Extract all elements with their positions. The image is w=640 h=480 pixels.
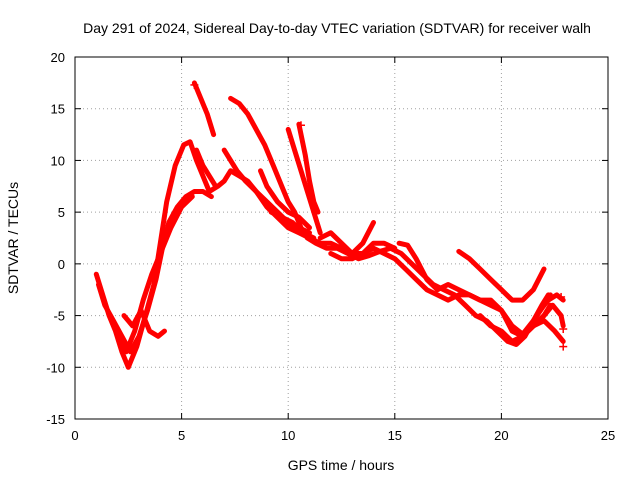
data-series [93, 80, 568, 370]
x-tick-label: 10 [281, 428, 295, 443]
y-tick-label: -15 [46, 412, 65, 427]
series-sat-j [296, 121, 321, 215]
plus-marker [557, 292, 566, 301]
axis-ticks: 0 5 10 15 20 25 -15 -10 -5 0 5 10 15 20 [46, 50, 615, 443]
series-sat-d [121, 307, 167, 339]
y-tick-label: 20 [51, 50, 65, 65]
series-sat-b [96, 189, 214, 355]
series-sat-q [477, 313, 566, 344]
chart-title: Day 291 of 2024, Sidereal Day-to-day VTE… [83, 20, 591, 36]
series-sat-e [191, 80, 217, 138]
plus-marker [559, 325, 568, 334]
y-tick-label: 15 [51, 102, 65, 117]
series-sat-n [328, 240, 398, 262]
x-tick-label: 20 [494, 428, 508, 443]
x-axis-label: GPS time / hours [288, 457, 395, 473]
x-tick-label: 25 [601, 428, 615, 443]
x-tick-label: 5 [178, 428, 185, 443]
y-tick-label: 10 [51, 153, 65, 168]
y-axis-label: SDTVAR / TECUs [5, 182, 21, 294]
plus-marker [296, 121, 305, 130]
y-tick-label: 0 [58, 257, 65, 272]
series-sat-c [115, 194, 195, 355]
series-sat-i [285, 126, 323, 236]
series-sat-l [268, 209, 317, 241]
y-tick-label: -5 [53, 309, 65, 324]
series-sat-m [317, 220, 376, 256]
series-sat-g [228, 95, 551, 347]
grid [75, 57, 608, 419]
series-sat-k [258, 168, 312, 231]
series-sat-f [194, 147, 219, 189]
plus-marker [190, 80, 199, 89]
y-tick-label: 5 [58, 205, 65, 220]
plus-marker [559, 342, 568, 351]
x-tick-label: 0 [71, 428, 78, 443]
plot-frame [74, 56, 609, 420]
y-tick-label: -10 [46, 360, 65, 375]
x-tick-label: 15 [388, 428, 402, 443]
series-sat-p [456, 248, 547, 303]
series-sat-o [396, 240, 553, 337]
series-sat-s [530, 302, 566, 329]
